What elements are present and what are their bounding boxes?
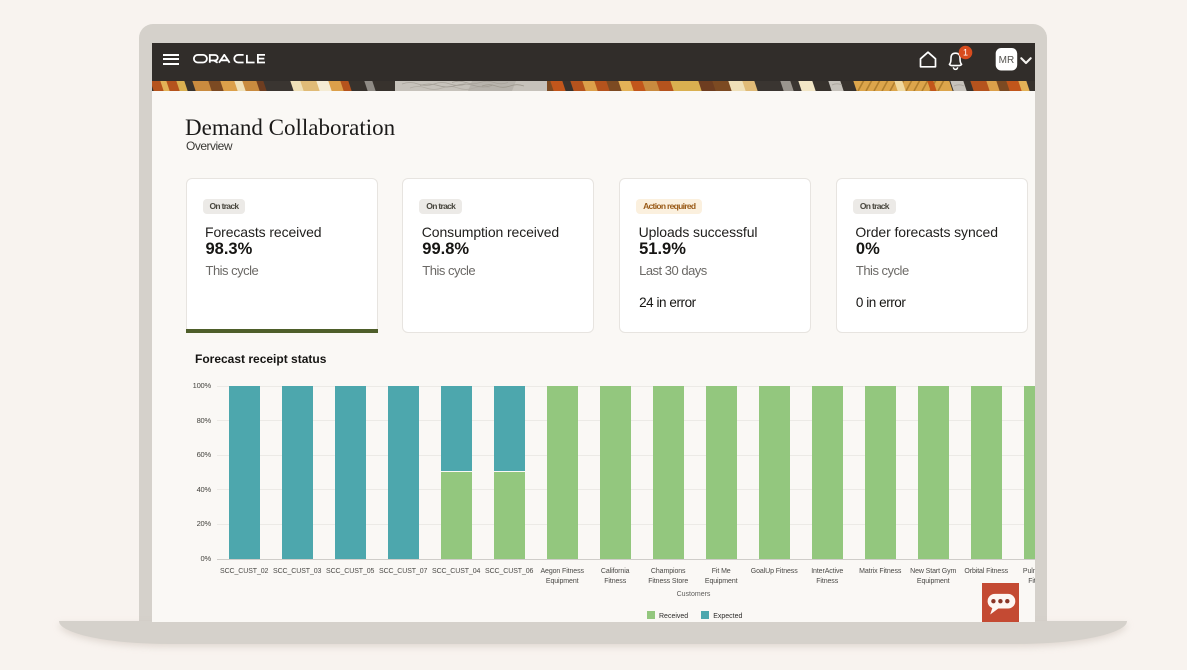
- svg-text:1: 1: [963, 48, 968, 58]
- svg-text:MR: MR: [999, 55, 1015, 66]
